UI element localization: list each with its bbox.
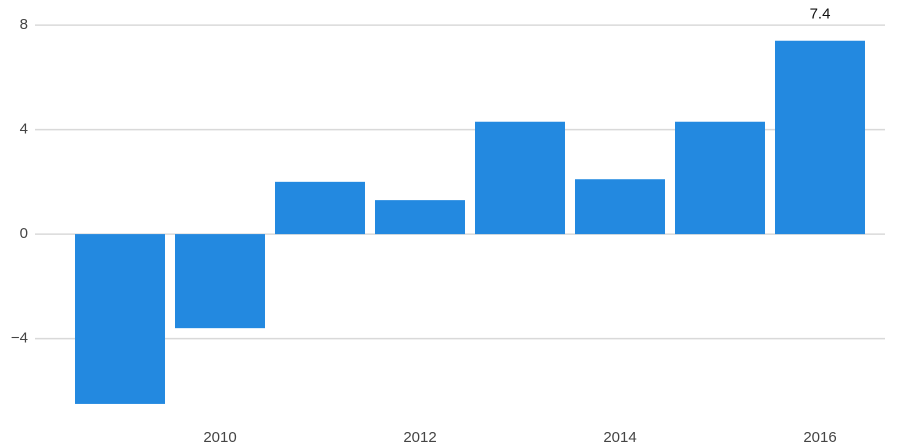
y-tick-label: 8: [20, 16, 28, 33]
x-tick-label: 2010: [203, 429, 236, 446]
y-tick-label: 0: [20, 225, 28, 242]
data-label: 7.4: [810, 6, 831, 23]
x-tick-label: 2012: [403, 429, 436, 446]
bar: [775, 40, 865, 235]
bar: [275, 181, 365, 235]
x-tick-label: 2014: [603, 429, 636, 446]
bar: [75, 234, 165, 404]
bar: [575, 179, 665, 235]
y-tick-label: 4: [20, 121, 28, 138]
bar: [175, 234, 265, 329]
x-tick-label: 2016: [803, 429, 836, 446]
bar: [375, 200, 465, 235]
y-tick-label: −4: [11, 330, 28, 347]
bar: [675, 121, 765, 235]
bar: [475, 121, 565, 235]
